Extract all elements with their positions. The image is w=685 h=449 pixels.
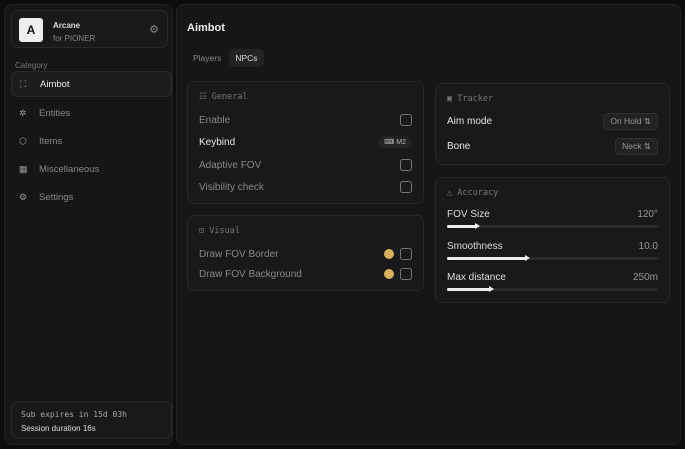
tracker-card: ▣ Tracker Aim mode On Hold ⇅ Bone Neck ⇅ bbox=[435, 83, 670, 165]
app-logo: A bbox=[19, 18, 43, 42]
keybind-value: M2 bbox=[396, 139, 406, 146]
smoothness-slider-row: Smoothness 10.0 bbox=[447, 241, 658, 261]
fov-size-slider[interactable] bbox=[447, 223, 658, 229]
slider-label: Max distance bbox=[447, 272, 506, 283]
tracker-title: Tracker bbox=[457, 94, 494, 104]
tab-players[interactable]: Players bbox=[193, 53, 222, 63]
aim-mode-value: On Hold bbox=[610, 115, 642, 126]
bone-value: Neck bbox=[622, 140, 642, 151]
slider-value: 10.0 bbox=[638, 241, 658, 252]
slider-label: FOV Size bbox=[447, 209, 490, 220]
general-title: General bbox=[211, 92, 248, 102]
app-subtitle: for PIONER bbox=[53, 34, 96, 43]
misc-icon: ▦ bbox=[19, 163, 28, 174]
draw-fov-background-row: Draw FOV Background bbox=[199, 266, 412, 282]
visual-icon: ⊡ bbox=[199, 226, 210, 236]
smoothness-slider[interactable] bbox=[447, 255, 658, 261]
tab-bar: Players NPCs bbox=[187, 49, 264, 67]
bone-select[interactable]: Neck ⇅ bbox=[615, 137, 658, 155]
draw-fov-background-label: Draw FOV Background bbox=[199, 268, 302, 280]
visual-title: Visual bbox=[209, 226, 240, 236]
gear-icon: ⚙ bbox=[19, 191, 28, 202]
box-icon: ⬡ bbox=[19, 135, 27, 146]
slider-thumb[interactable] bbox=[489, 286, 495, 292]
visual-card: ⊡ Visual Draw FOV Border Draw FOV Backgr… bbox=[187, 215, 424, 291]
bone-label: Bone bbox=[447, 140, 471, 152]
draw-fov-border-label: Draw FOV Border bbox=[199, 248, 279, 260]
general-header: ☷ General bbox=[199, 92, 248, 102]
sidebar-item-settings[interactable]: ⚙ Settings bbox=[11, 184, 172, 210]
slider-thumb[interactable] bbox=[474, 223, 480, 229]
keyboard-icon: ⌨ bbox=[384, 139, 397, 146]
accuracy-card: △ Accuracy FOV Size 120° Smoothness 10.0 M… bbox=[435, 177, 670, 303]
select-icon: ⇅ bbox=[643, 140, 651, 151]
draw-fov-border-checkbox[interactable] bbox=[400, 248, 412, 260]
adaptive-fov-label: Adaptive FOV bbox=[199, 159, 262, 171]
tracker-header: ▣ Tracker bbox=[447, 94, 493, 104]
sidebar: A Arcane for PIONER ⚙ Category ⛶ Aimbot ✲… bbox=[4, 4, 173, 445]
gear-icon[interactable]: ⚙ bbox=[149, 24, 159, 36]
visual-header: ⊡ Visual bbox=[199, 226, 240, 236]
brand-card: A Arcane for PIONER ⚙ bbox=[11, 10, 168, 48]
slider-thumb[interactable] bbox=[525, 255, 531, 261]
enable-checkbox[interactable] bbox=[400, 114, 412, 126]
keybind-button[interactable]: ⌨ M2 bbox=[378, 136, 412, 148]
triangle-icon: △ bbox=[447, 188, 458, 198]
slider-value: 250m bbox=[632, 272, 658, 283]
adaptive-fov-checkbox[interactable] bbox=[400, 159, 412, 171]
max-distance-slider-row: Max distance 250m bbox=[447, 272, 658, 292]
accuracy-header: △ Accuracy bbox=[447, 188, 498, 198]
color-swatch[interactable] bbox=[384, 269, 394, 279]
color-swatch[interactable] bbox=[384, 249, 394, 259]
slider-label: Smoothness bbox=[447, 241, 503, 252]
enable-label: Enable bbox=[199, 114, 231, 126]
accuracy-title: Accuracy bbox=[457, 188, 499, 198]
sidebar-item-label: Aimbot bbox=[40, 78, 70, 90]
enable-row: Enable bbox=[199, 112, 412, 128]
list-icon: ☷ bbox=[199, 92, 212, 102]
main-panel: Aimbot Players NPCs ☷ General Enable Key… bbox=[176, 4, 681, 445]
tracker-icon: ▣ bbox=[447, 94, 458, 104]
sidebar-item-aimbot[interactable]: ⛶ Aimbot bbox=[11, 71, 172, 97]
subscription-info: Sub expires in 15d 03h Session duration … bbox=[11, 401, 172, 439]
slider-fill bbox=[447, 225, 477, 228]
sidebar-item-items[interactable]: ⬡ Items bbox=[11, 128, 172, 154]
sub-expiry: Sub expires in 15d 03h bbox=[21, 410, 127, 419]
page-title: Aimbot bbox=[187, 22, 225, 34]
sidebar-item-miscellaneous[interactable]: ▦ Miscellaneous bbox=[11, 156, 172, 182]
sidebar-item-label: Settings bbox=[39, 191, 74, 203]
visibility-check-checkbox[interactable] bbox=[400, 181, 412, 193]
bone-row: Bone Neck ⇅ bbox=[447, 137, 658, 155]
aim-mode-select[interactable]: On Hold ⇅ bbox=[603, 112, 658, 130]
keybind-row: Keybind ⌨ M2 bbox=[199, 134, 412, 150]
sidebar-item-entities[interactable]: ✲ Entities bbox=[11, 100, 172, 126]
slider-fill bbox=[447, 257, 528, 260]
visibility-check-label: Visibility check bbox=[199, 181, 264, 193]
max-distance-slider[interactable] bbox=[447, 286, 658, 292]
draw-fov-border-row: Draw FOV Border bbox=[199, 246, 412, 262]
draw-fov-background-checkbox[interactable] bbox=[400, 268, 412, 280]
sidebar-item-label: Items bbox=[39, 135, 63, 147]
session-duration: Session duration 16s bbox=[21, 424, 96, 433]
app-name: Arcane bbox=[53, 21, 81, 30]
adaptive-fov-row: Adaptive FOV bbox=[199, 157, 412, 173]
select-icon: ⇅ bbox=[643, 115, 651, 126]
category-label: Category bbox=[15, 61, 48, 70]
sidebar-item-label: Miscellaneous bbox=[39, 163, 100, 175]
aim-mode-label: Aim mode bbox=[447, 115, 493, 127]
sidebar-item-label: Entities bbox=[39, 107, 71, 119]
slider-value: 120° bbox=[637, 209, 658, 220]
visibility-check-row: Visibility check bbox=[199, 179, 412, 195]
slider-fill bbox=[447, 288, 492, 291]
tab-npcs[interactable]: NPCs bbox=[229, 49, 264, 67]
general-card: ☷ General Enable Keybind ⌨ M2 Adaptive FO… bbox=[187, 81, 424, 204]
crosshair-icon: ⛶ bbox=[20, 78, 27, 89]
aim-mode-row: Aim mode On Hold ⇅ bbox=[447, 112, 658, 130]
keybind-label: Keybind bbox=[199, 136, 236, 148]
fov-size-slider-row: FOV Size 120° bbox=[447, 209, 658, 229]
entities-icon: ✲ bbox=[19, 107, 27, 118]
